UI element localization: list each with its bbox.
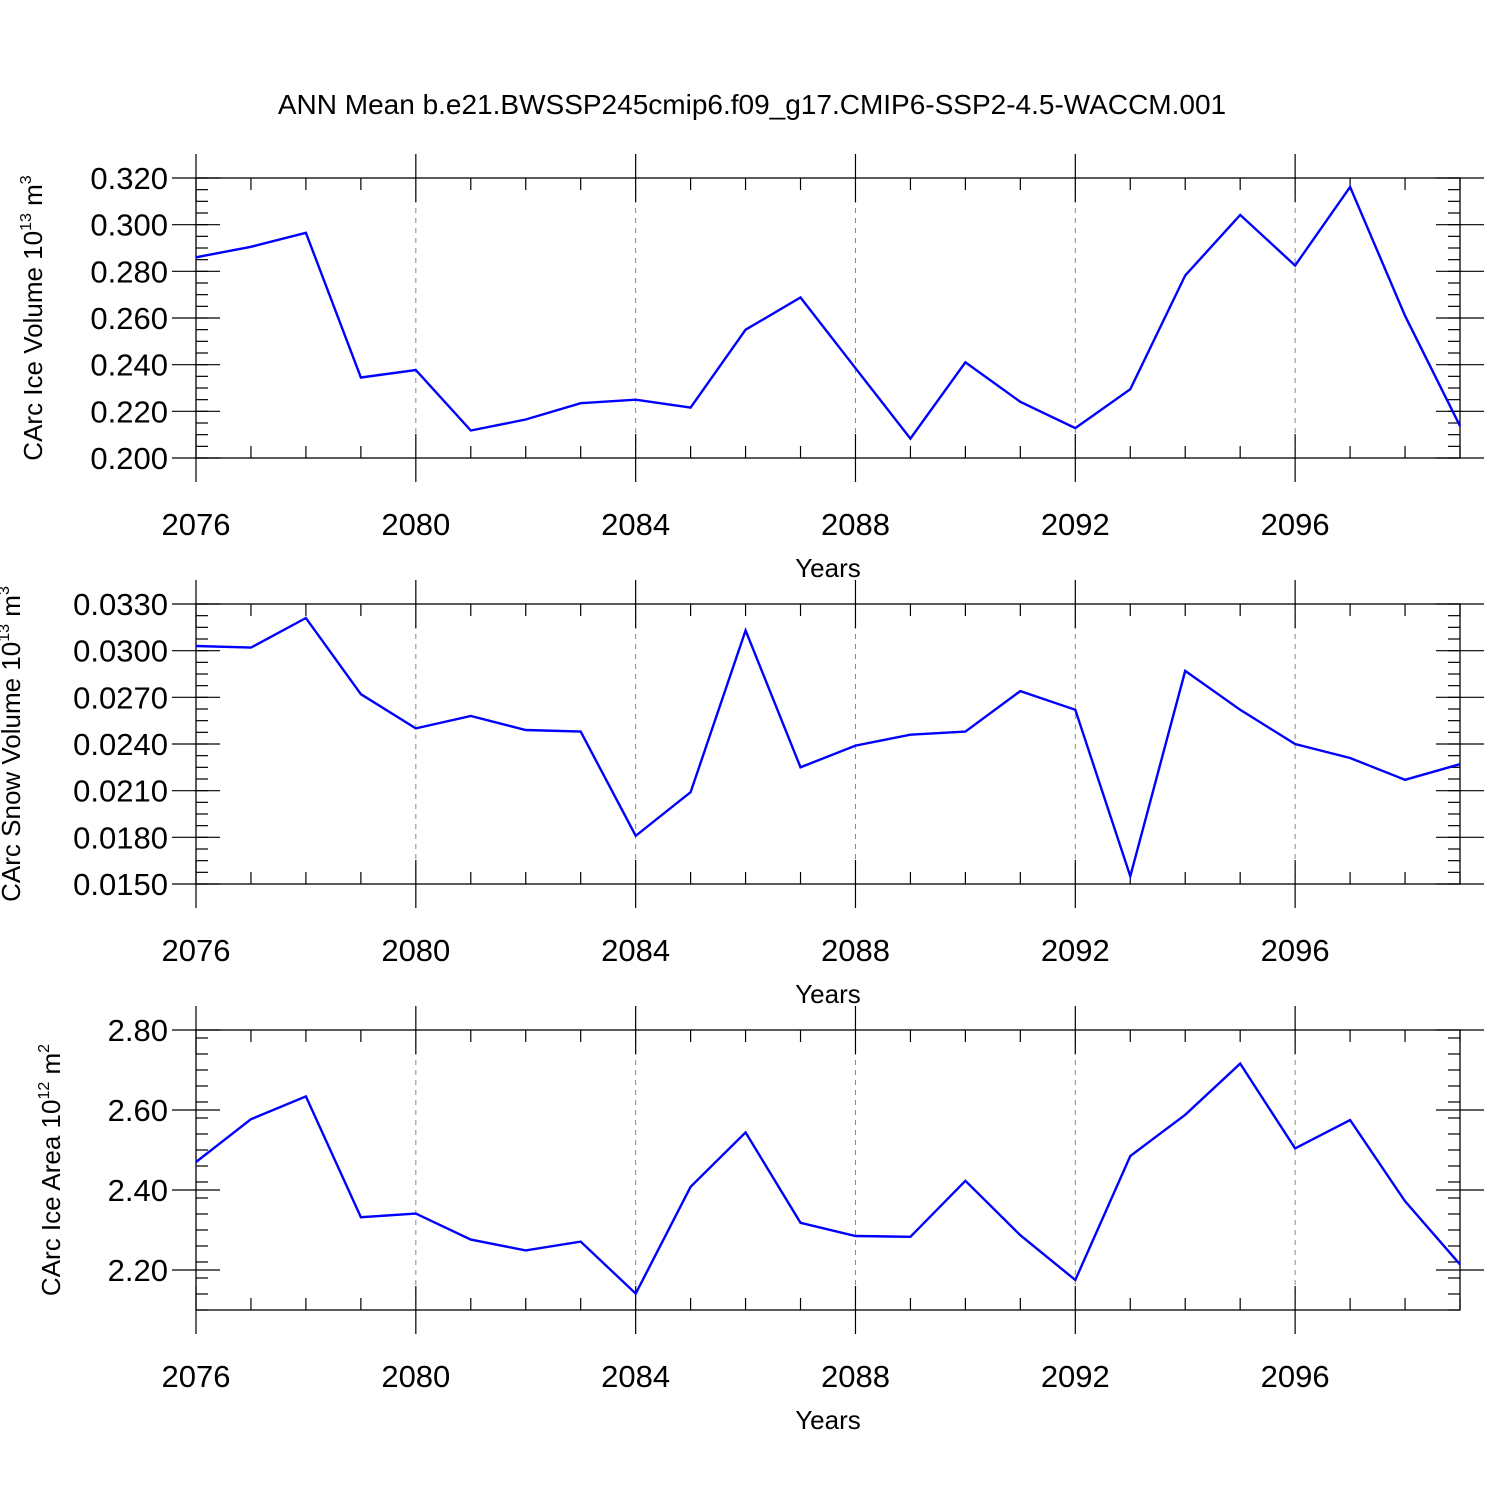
x-tick-label: 2076	[162, 933, 231, 968]
x-tick-label: 2080	[381, 1359, 450, 1394]
y-tick-label: 2.80	[108, 1013, 168, 1048]
y-tick-label: 0.0300	[73, 634, 168, 669]
x-tick-label: 2084	[601, 507, 670, 542]
series-line	[195, 616, 1461, 881]
y-axis-label: CArc Ice Area 1012 m2	[36, 1044, 66, 1296]
x-tick-label: 2088	[821, 507, 890, 542]
y-tick-label: 0.220	[90, 394, 168, 429]
x-tick-label: 2080	[381, 933, 450, 968]
y-tick-label: 0.0210	[73, 774, 168, 809]
x-tick-label: 2096	[1261, 1359, 1330, 1394]
y-tick-label: 0.240	[90, 348, 168, 383]
panel-2: 0.0150 0.0180 0.0210 0.0240 0.0270 0.0300 0.03…	[0, 580, 1484, 1009]
x-tick-label: 2092	[1041, 507, 1110, 542]
plot-frame	[195, 177, 1461, 459]
y-tick-label: 0.280	[90, 254, 168, 289]
panel-1: 0.200 0.220 0.240 0.260 0.280 0.300 0.320 2076 2…	[18, 154, 1484, 583]
x-tick-label: 2076	[162, 1359, 231, 1394]
y-tick-label: 0.200	[90, 441, 168, 476]
plot-frame	[195, 603, 1461, 885]
y-tick-label: 0.0180	[73, 820, 168, 855]
x-tick-label: 2088	[821, 1359, 890, 1394]
chart-title: ANN Mean b.e21.BWSSP245cmip6.f09_g17.CMI…	[278, 89, 1226, 120]
y-axis-label: CArc Ice Volume 1013 m3	[18, 175, 48, 460]
y-tick-label: 0.0240	[73, 727, 168, 762]
plot-frame	[195, 1029, 1461, 1311]
y-tick-label: 0.320	[90, 161, 168, 196]
y-tick-label: 0.0150	[73, 867, 168, 902]
y-axis-label: CArc Snow Volume 1013 m3	[0, 586, 26, 902]
y-tick-label: 2.40	[108, 1173, 168, 1208]
x-axis-label: Years	[795, 553, 861, 583]
y-tick-label: 0.300	[90, 208, 168, 243]
y-tick-label: 0.0330	[73, 587, 168, 622]
y-tick-label: 0.260	[90, 301, 168, 336]
y-tick-label: 0.0270	[73, 680, 168, 715]
x-tick-label: 2088	[821, 933, 890, 968]
y-tick-label: 2.60	[108, 1093, 168, 1128]
x-tick-label: 2096	[1261, 507, 1330, 542]
x-tick-label: 2092	[1041, 933, 1110, 968]
x-tick-label: 2084	[601, 1359, 670, 1394]
x-axis-label: Years	[795, 1405, 861, 1435]
x-axis-label: Years	[795, 979, 861, 1009]
x-tick-label: 2076	[162, 507, 231, 542]
x-tick-label: 2080	[381, 507, 450, 542]
x-tick-label: 2084	[601, 933, 670, 968]
panel-3: 2.20 2.40 2.60 2.80 2076 2080 2084 2088 2092 2096…	[36, 1006, 1484, 1435]
series-line	[195, 1061, 1461, 1296]
x-tick-label: 2096	[1261, 933, 1330, 968]
x-tick-label: 2092	[1041, 1359, 1110, 1394]
y-tick-label: 2.20	[108, 1253, 168, 1288]
series-line	[195, 184, 1462, 441]
